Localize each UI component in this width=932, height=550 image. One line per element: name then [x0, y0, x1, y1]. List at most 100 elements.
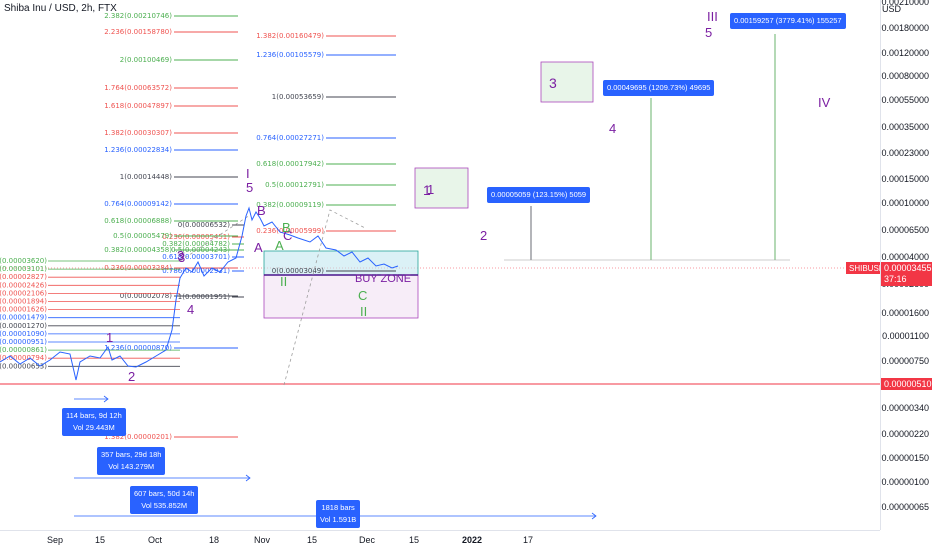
- fib-label: 0.618(0.00006888): [104, 217, 172, 225]
- wave-label: B: [282, 220, 291, 235]
- fib-label: 1.236(0.00022834): [104, 146, 172, 154]
- fib-label: 1.382(0.00030307): [104, 129, 172, 137]
- price-tick: 0.00000150: [881, 453, 929, 463]
- fib-label: 1.764(0.00002106): [0, 289, 47, 297]
- wave-label: 1: [427, 182, 434, 197]
- time-tick: Oct: [147, 535, 163, 545]
- buy-zone-label: BUY ZONE: [355, 273, 411, 285]
- price-tick: 0.00055000: [881, 95, 929, 105]
- price-tick: 0.00001100: [882, 331, 929, 341]
- fib-label: 0.5(0.00003101): [0, 265, 47, 273]
- projection: [179, 214, 251, 262]
- fib-label: 0.236(0.00002827): [0, 273, 47, 281]
- price-axis[interactable]: 0.00210000 0.00180000 0.00120000 0.00080000…: [880, 0, 932, 530]
- measure-arrowhead: [245, 474, 251, 482]
- wave-label: 5: [705, 25, 712, 40]
- wave-label: 1: [106, 330, 113, 345]
- wave1-box: [414, 167, 469, 209]
- fib-label: 1(0.00001951): [178, 293, 230, 301]
- fib-label: 0.382(0.00004782): [162, 240, 230, 248]
- fib-label: 0.236(0.00003284): [104, 264, 172, 272]
- time-tick: Dec: [358, 535, 376, 545]
- measure-range-2: 357 bars, 29d 18h Vol 143.279M: [97, 447, 166, 475]
- fib-label: 2.236(0.00158780): [104, 28, 172, 36]
- wave-label: B: [257, 203, 266, 218]
- wave-label: 3: [178, 250, 185, 265]
- measure-arrowhead: [591, 512, 597, 520]
- fib-label: 0(0.00002078): [120, 292, 172, 300]
- fib-label: 2.382(0.00210746): [104, 12, 172, 20]
- fib-label: 0.618(0.00017942): [256, 160, 324, 168]
- symbol-title: Shiba Inu / USD, 2h, FTX: [4, 3, 117, 14]
- wave-box-label: 3: [549, 75, 557, 91]
- price-tick: 0.00080000: [881, 71, 929, 81]
- last-price-tag: 0.00003455 37:16: [881, 262, 932, 286]
- measure-range-1: 114 bars, 9d 12h Vol 29.443M: [62, 408, 126, 436]
- wave-label: C: [283, 228, 292, 243]
- wave-label: 4: [609, 121, 616, 136]
- time-tick: 15: [306, 535, 318, 545]
- fib-label: 0(0.00000653): [0, 362, 47, 370]
- symbol-tag: [846, 262, 880, 274]
- price-tick: 0.00006500: [881, 225, 929, 235]
- fib-label: 1.236(0.00001479): [0, 314, 47, 322]
- price-tick: 0.00000340: [881, 403, 929, 413]
- fib-label: 0.5(0.00005479): [113, 232, 172, 240]
- wave-label: A: [254, 240, 263, 255]
- fib-label: 2(0.00002426): [0, 281, 47, 289]
- fib-label: 1.382(0.00160479): [256, 32, 324, 40]
- time-axis[interactable]: Sep 15 Oct 18 Nov 15 Dec 15 2022 17: [0, 530, 880, 550]
- measure-range-3: 607 bars, 50d 14h Vol 535.852M: [130, 486, 199, 514]
- target-label-3: 0.00159257 (3779.41%) 155257: [730, 13, 846, 29]
- fib-label: 1.618(0.00047897): [104, 102, 172, 110]
- fib-label: 0.5(0.00000861): [0, 346, 47, 354]
- wave3-box: [540, 61, 594, 103]
- price-series-line: [0, 206, 399, 381]
- time-tick: 18: [208, 535, 220, 545]
- fib-label: 0.236(0.00005999): [256, 227, 324, 235]
- wave-label: I: [246, 166, 250, 181]
- wave-label: 4: [187, 302, 194, 317]
- fib-label: 0.382(0.00000794): [0, 354, 47, 362]
- fib-label: 1.236(0.00105579): [256, 51, 324, 59]
- measure-arrowhead: [103, 395, 109, 403]
- support-price-tag: 0.00000510: [881, 378, 932, 390]
- wave-label: IV: [818, 95, 831, 110]
- wave-label: A: [275, 238, 284, 253]
- price-tick: 0.00035000: [881, 122, 929, 132]
- price-tick: 0.00120000: [881, 48, 929, 58]
- wave-label: III: [707, 9, 718, 24]
- fib-label: 0.764(0.00001090): [0, 330, 47, 338]
- fib-label: 0.618(0.00003620): [0, 257, 47, 265]
- wave-label: II: [280, 274, 287, 289]
- time-tick: Sep: [46, 535, 64, 545]
- wave-label: II: [360, 304, 367, 319]
- fib-label: 0.786(0.00002931): [162, 267, 230, 275]
- fib-label: 1.618(0.00001894): [0, 298, 47, 306]
- fib-label: 0.764(0.00027271): [256, 134, 324, 142]
- fib-label: 0(0.00003049): [272, 267, 324, 275]
- target-label-1: 0.00005059 (123.15%) 5059: [487, 187, 591, 203]
- fib-label: 0(0.00006532): [178, 221, 230, 229]
- fib-label: 0.764(0.00009142): [104, 200, 172, 208]
- fib-label: 1(0.00014448): [120, 173, 172, 181]
- symbol-tag-label: SHIBUSD: [849, 264, 880, 273]
- price-tick: 0.00210000: [881, 0, 929, 7]
- fib-label: 1.382(0.00001626): [0, 306, 47, 314]
- fib-label: 1.764(0.00063572): [104, 84, 172, 92]
- price-tick: 0.00023000: [881, 148, 929, 158]
- wave-label: C: [358, 288, 367, 303]
- chart-area[interactable]: SHIBUSD 1.382(0.00160479) 1.236(0.00105579…: [0, 0, 880, 530]
- fib-label: 2(0.00100469): [120, 56, 172, 64]
- wave-label: 2: [480, 228, 487, 243]
- wave-label: 2: [128, 369, 135, 384]
- price-tick: 0.00004000: [881, 252, 929, 262]
- time-tick: Nov: [253, 535, 271, 545]
- price-tick: 0.00010000: [881, 198, 929, 208]
- fib-label: 0.5(0.00012791): [265, 181, 324, 189]
- fib-label: 0.618(0.00000951): [0, 338, 47, 346]
- wave-label: 5: [246, 180, 253, 195]
- wave-label: 3: [177, 248, 184, 263]
- fib-label: 0.382(0.00009119): [256, 201, 324, 209]
- chart-canvas[interactable]: SHIBUSD 1.382(0.00160479) 1.236(0.00105579…: [0, 0, 880, 530]
